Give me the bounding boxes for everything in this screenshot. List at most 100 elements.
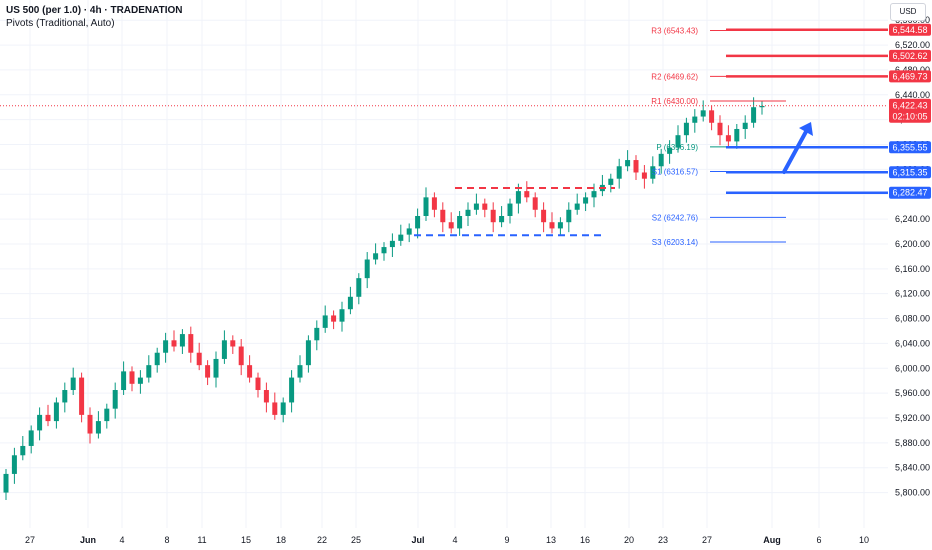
candle-body (583, 197, 589, 204)
candle-body (415, 215, 421, 229)
candle-body (11, 455, 17, 474)
candle-body (238, 346, 244, 366)
candle-body (532, 197, 538, 210)
candle-body (692, 116, 698, 123)
y-tick-label: 6,000.00 (895, 363, 930, 373)
y-tick-label: 5,920.00 (895, 413, 930, 423)
x-tick-label: 25 (351, 535, 361, 545)
candle-body (121, 371, 127, 391)
x-tick-label: 18 (276, 535, 286, 545)
candle-body (381, 247, 387, 254)
candle-body (87, 414, 93, 434)
price-axis[interactable]: 6,560.006,520.006,480.006,440.006,400.00… (889, 15, 931, 498)
candle-body (20, 445, 26, 456)
candle-body (431, 197, 437, 210)
pivot-label: S3 (6203.14) (652, 238, 699, 247)
candle-body (541, 209, 547, 223)
projection-arrow-head (799, 122, 813, 136)
candle-body (717, 122, 723, 136)
key-level-tag-text: 6,502.62 (892, 51, 927, 61)
candle-body (700, 110, 706, 117)
time-axis[interactable]: 27 Jun 4 8 11 15 18 22 25 Jul 4 9 13 16 20 23 27 Aug 6 10 (25, 535, 869, 545)
candle-body (112, 390, 118, 409)
candle-body (171, 340, 177, 347)
candle-body (633, 160, 639, 173)
x-tick-label: Aug (763, 535, 781, 545)
candle-body (641, 172, 647, 179)
candle-body (364, 259, 370, 279)
key-level-tag (889, 166, 931, 179)
candle-body (45, 414, 51, 422)
candle-body (322, 315, 328, 328)
pivot-label: R2 (6469.62) (651, 72, 698, 81)
candle-body (3, 473, 9, 493)
candle-body (255, 377, 261, 391)
indicator-label[interactable]: Pivots (Traditional, Auto) (6, 18, 115, 29)
candle-body (230, 340, 236, 347)
x-tick-label: 8 (164, 535, 169, 545)
candle-body (104, 408, 110, 422)
candle-body (188, 334, 194, 353)
candle-body (650, 166, 656, 179)
candle-body (347, 296, 353, 310)
candle-body (709, 110, 715, 123)
y-tick-label: 6,200.00 (895, 239, 930, 249)
candle-body (314, 327, 320, 341)
x-tick-label: 22 (317, 535, 327, 545)
candle-body (734, 128, 740, 142)
y-tick-label: 5,800.00 (895, 488, 930, 498)
candle-body (272, 402, 278, 415)
y-tick-label: 6,480.00 (895, 65, 930, 75)
y-tick-label: 6,120.00 (895, 289, 930, 299)
candle-body (448, 222, 454, 229)
x-tick-label: 23 (658, 535, 668, 545)
candle-body (566, 209, 572, 223)
candle-body (213, 358, 219, 378)
x-tick-label: 16 (580, 535, 590, 545)
pivot-label: S2 (6242.76) (652, 213, 699, 222)
pivot-label: R1 (6430.00) (651, 97, 698, 106)
candle-body (608, 178, 614, 185)
candle-body (356, 278, 362, 297)
candle-body (221, 340, 227, 359)
candle-body (490, 209, 496, 223)
y-tick-label: 6,440.00 (895, 90, 930, 100)
x-tick-label: 20 (624, 535, 634, 545)
x-tick-label: 9 (504, 535, 509, 545)
candle-body (62, 390, 68, 403)
x-tick-label: 13 (546, 535, 556, 545)
y-tick-label: 6,160.00 (895, 264, 930, 274)
candle-body (557, 222, 563, 229)
y-tick-label: 6,240.00 (895, 214, 930, 224)
countdown-text: 02:10:05 (892, 112, 927, 122)
candle-body (28, 430, 34, 446)
candle-body (205, 365, 211, 378)
x-tick-label: 4 (452, 535, 457, 545)
candle-body (331, 315, 337, 322)
candle-body (473, 203, 479, 210)
currency-selector[interactable]: USD (890, 3, 926, 21)
candle-body (507, 203, 513, 216)
candle-body (146, 365, 152, 378)
x-tick-label: 15 (241, 535, 251, 545)
pivot-label: S1 (6316.57) (652, 168, 699, 177)
candle-body (79, 377, 85, 415)
key-level-tag-text: 6,544.58 (892, 25, 927, 35)
y-tick-label: 5,880.00 (895, 438, 930, 448)
candle-body (549, 222, 555, 229)
candle-body (616, 166, 622, 179)
x-tick-label: 11 (197, 535, 206, 545)
candle-body (398, 234, 404, 241)
candle-body (129, 371, 135, 384)
projection-arrow (782, 126, 810, 174)
candle-body (137, 377, 143, 384)
candle-body (53, 402, 59, 422)
candle-body (457, 215, 463, 229)
candle-body (297, 365, 303, 378)
current-price-text: 6,422.43 (892, 101, 927, 111)
x-tick-label: 27 (702, 535, 712, 545)
chart-title: US 500 (per 1.0) · 4h · TRADENATION (6, 5, 183, 16)
key-level-tag (889, 23, 931, 36)
candle-body (440, 209, 446, 223)
